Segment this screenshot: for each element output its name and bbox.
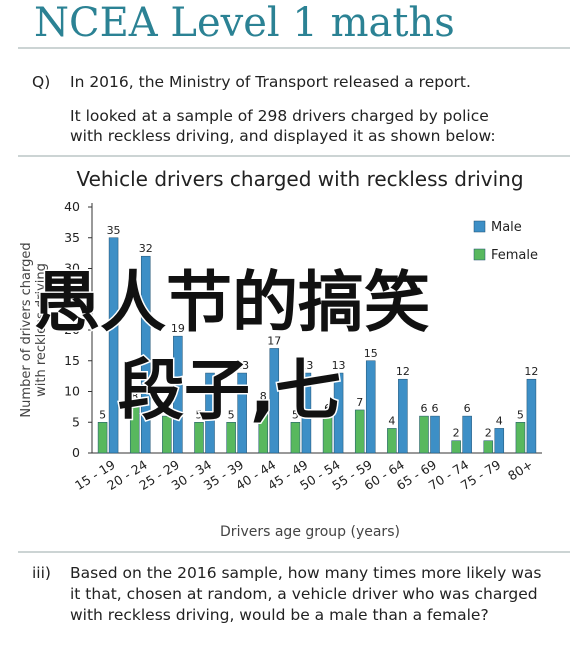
part-text: Based on the 2016 sample, how many times… — [70, 564, 541, 582]
y-tick-label: 40 — [64, 199, 80, 214]
bar — [451, 440, 461, 454]
part-text: with reckless driving, would be a male t… — [70, 606, 489, 624]
bar — [322, 415, 333, 454]
value-label: 6 — [464, 402, 471, 415]
y-tick-label: 20 — [64, 322, 80, 337]
bar — [354, 409, 365, 454]
bar — [430, 415, 440, 454]
value-label: 6 — [163, 402, 170, 415]
value-label: 13 — [203, 359, 217, 372]
bar — [194, 422, 204, 454]
value-label: 7 — [356, 396, 363, 409]
bar — [419, 415, 429, 454]
header-title: NCEA Level 1 maths — [34, 0, 455, 46]
value-label: 6 — [324, 402, 331, 415]
x-axis-title: Drivers age group (years) — [220, 524, 400, 540]
value-label: 13 — [332, 359, 346, 372]
value-label: 8 — [131, 390, 138, 403]
bar — [301, 372, 312, 454]
bar — [226, 422, 236, 454]
value-label: 5 — [99, 408, 106, 421]
y-axis-title: Number of drivers charged — [19, 242, 34, 417]
bar — [129, 403, 140, 454]
value-label: 6 — [432, 402, 439, 415]
value-label: 32 — [139, 242, 153, 255]
value-label: 35 — [107, 224, 121, 237]
bar — [398, 378, 408, 454]
value-label: 6 — [421, 402, 428, 415]
bar — [290, 422, 301, 454]
value-label: 19 — [171, 322, 185, 335]
value-label: 5 — [292, 408, 299, 421]
value-label: 5 — [517, 408, 524, 421]
bar — [515, 422, 526, 454]
part-label: iii) — [32, 564, 51, 582]
bar — [387, 428, 397, 454]
bar — [526, 378, 537, 454]
y-tick-label: 25 — [64, 291, 80, 306]
bar — [483, 440, 494, 454]
question-label: Q) — [32, 73, 50, 91]
bar — [258, 403, 269, 454]
bar — [205, 372, 215, 454]
bar — [494, 428, 505, 454]
value-label: 8 — [260, 390, 267, 403]
value-label: 4 — [496, 414, 503, 427]
overlay-text: 段子,七 — [118, 352, 341, 429]
question-text: It looked at a sample of 298 drivers cha… — [70, 107, 489, 125]
bar — [365, 360, 376, 454]
question-text: In 2016, the Ministry of Transport relea… — [70, 73, 471, 91]
y-tick-label: 0 — [72, 445, 80, 460]
bar — [462, 415, 472, 454]
value-label: 2 — [485, 427, 492, 440]
value-label: 12 — [524, 365, 538, 378]
legend-label: Female — [491, 248, 538, 263]
overlay-text: 愚人节的搞笑 — [34, 264, 430, 341]
value-label: 12 — [396, 365, 410, 378]
bar — [162, 415, 172, 454]
question-text: with reckless driving, and displayed it … — [70, 127, 496, 145]
legend-label: Male — [491, 220, 522, 235]
x-tick-label: 80+ — [505, 457, 535, 484]
bar — [108, 237, 119, 454]
y-tick-label: 30 — [64, 261, 80, 276]
y-tick-label: 35 — [64, 230, 80, 245]
y-tick-label: 10 — [64, 384, 80, 399]
value-label: 2 — [453, 427, 460, 440]
value-label: 15 — [364, 347, 378, 360]
value-label: 5 — [228, 408, 235, 421]
value-label: 17 — [267, 334, 281, 347]
bar — [173, 335, 183, 454]
bar — [97, 422, 108, 454]
y-tick-label: 15 — [64, 353, 80, 368]
bar — [237, 372, 247, 454]
bar — [269, 348, 280, 454]
value-label: 13 — [299, 359, 313, 372]
bar — [140, 255, 151, 454]
legend-swatch — [473, 220, 486, 233]
value-label: 13 — [235, 359, 249, 372]
value-label: 5 — [196, 408, 203, 421]
y-tick-label: 5 — [72, 414, 80, 429]
part-text: it that, chosen at random, a vehicle dri… — [70, 585, 538, 603]
value-label: 4 — [388, 414, 395, 427]
chart-title: Vehicle drivers charged with reckless dr… — [76, 167, 523, 191]
bar — [333, 372, 344, 454]
legend-swatch — [473, 248, 486, 261]
y-axis-title: with reckless driving — [34, 263, 49, 397]
